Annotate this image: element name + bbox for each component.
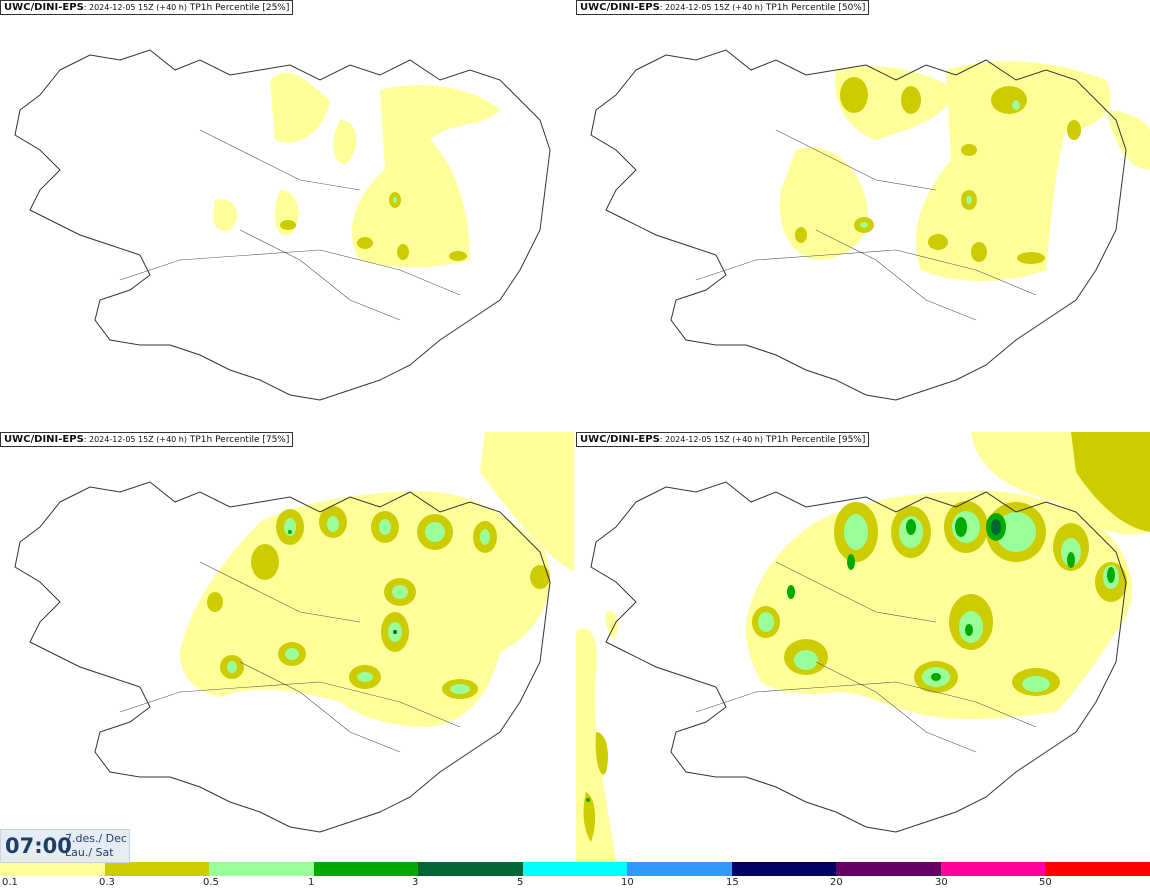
map-panel-25: UWC/DINI-EPS: 2024-12-05 15Z (+40 h) TP1… <box>0 0 574 430</box>
date-line-2: Lau./ Sat <box>65 846 114 859</box>
model-name: UWC/DINI-EPS <box>4 2 84 13</box>
panel-title: UWC/DINI-EPS: 2024-12-05 15Z (+40 h) TP1… <box>0 0 294 15</box>
field-name: TP1h Percentile [95%] <box>765 435 866 445</box>
legend-swatch <box>627 862 732 876</box>
legend-swatch <box>104 862 210 876</box>
legend-swatch <box>418 862 523 876</box>
color-legend <box>0 862 1150 876</box>
legend-ticks: 0.1 0.3 0.5 1 3 5 10 15 20 30 50 <box>0 877 1150 891</box>
legend-tick-label: 5 <box>517 877 524 888</box>
map-panel-75: UWC/DINI-EPS: 2024-12-05 15Z (+40 h) TP1… <box>0 432 574 862</box>
field-name: TP1h Percentile [25%] <box>189 3 290 13</box>
model-name: UWC/DINI-EPS <box>580 434 660 445</box>
panel-title: UWC/DINI-EPS: 2024-12-05 15Z (+40 h) TP1… <box>0 432 294 447</box>
date-line-1: 7.des./ Dec <box>65 832 127 845</box>
legend-tick-label: 1 <box>308 877 315 888</box>
model-name: UWC/DINI-EPS <box>580 2 660 13</box>
legend-swatch <box>1045 862 1150 876</box>
iceland-map <box>576 432 1150 862</box>
field-name: TP1h Percentile [75%] <box>189 435 290 445</box>
run-time: : 2024-12-05 15Z (+40 h) <box>83 435 187 444</box>
legend-swatch <box>836 862 941 876</box>
map-panel-50: UWC/DINI-EPS: 2024-12-05 15Z (+40 h) TP1… <box>576 0 1150 430</box>
legend-tick-label: 15 <box>726 877 739 888</box>
legend-tick-label: 30 <box>935 877 948 888</box>
iceland-map <box>590 49 1150 401</box>
legend-tick-label: 20 <box>830 877 843 888</box>
legend-swatch <box>313 862 419 876</box>
iceland-map <box>14 432 574 833</box>
legend-tick-label: 0.1 <box>2 877 18 888</box>
legend-tick-label: 50 <box>1039 877 1052 888</box>
panel-title: UWC/DINI-EPS: 2024-12-05 15Z (+40 h) TP1… <box>576 0 870 15</box>
legend-tick-label: 3 <box>412 877 419 888</box>
run-time: : 2024-12-05 15Z (+40 h) <box>83 3 187 12</box>
panel-title: UWC/DINI-EPS: 2024-12-05 15Z (+40 h) TP1… <box>576 432 870 447</box>
legend-tick-label: 0.5 <box>203 877 219 888</box>
legend-tick-label: 0.3 <box>99 877 115 888</box>
legend-swatch <box>0 862 105 876</box>
run-time: : 2024-12-05 15Z (+40 h) <box>659 3 763 12</box>
valid-date: 7.des./ Dec Lau./ Sat <box>65 832 127 860</box>
legend-swatch <box>731 862 837 876</box>
valid-time-box: 07:00 7.des./ Dec Lau./ Sat <box>0 829 130 863</box>
map-panel-95: UWC/DINI-EPS: 2024-12-05 15Z (+40 h) TP1… <box>576 432 1150 862</box>
legend-swatch <box>522 862 628 876</box>
valid-time: 07:00 <box>5 834 72 858</box>
run-time: : 2024-12-05 15Z (+40 h) <box>659 435 763 444</box>
iceland-map <box>14 49 551 401</box>
field-name: TP1h Percentile [50%] <box>765 3 866 13</box>
legend-swatch <box>209 862 314 876</box>
legend-swatch <box>940 862 1046 876</box>
legend-tick-label: 10 <box>621 877 634 888</box>
model-name: UWC/DINI-EPS <box>4 434 84 445</box>
